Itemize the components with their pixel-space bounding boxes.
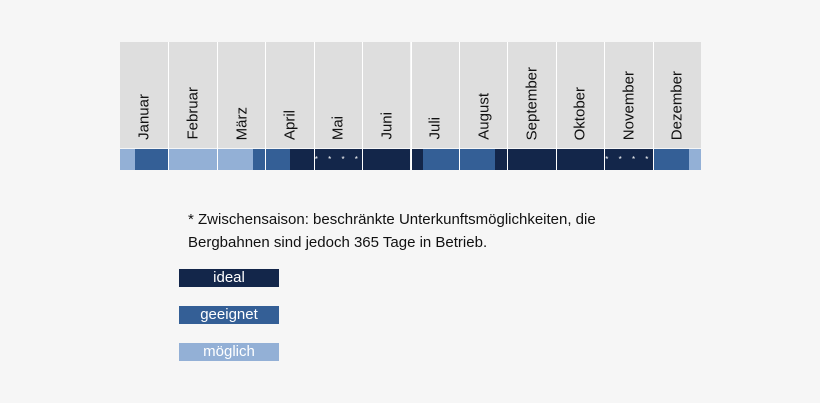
- month-label: März: [233, 106, 251, 140]
- month-label: Mai: [329, 115, 347, 140]
- month-column-12: Dezember: [652, 42, 701, 170]
- month-column-7: Juli: [410, 42, 459, 170]
- season-calendar: Januar Februar März April Mai * * * * Juni Juli…: [120, 42, 701, 170]
- month-label: Juni: [378, 112, 396, 140]
- month-label: Juli: [426, 117, 444, 140]
- season-segment-ideal: [495, 149, 508, 170]
- month-header: Januar: [120, 42, 169, 148]
- month-header: April: [266, 42, 314, 148]
- month-header: Juni: [363, 42, 411, 148]
- month-header: Februar: [169, 42, 217, 148]
- month-label: September: [523, 66, 541, 140]
- month-season-bar: [217, 149, 266, 170]
- month-column-3: März: [216, 42, 266, 170]
- month-season-bar: [556, 149, 605, 170]
- month-label: Oktober: [571, 86, 589, 140]
- month-season-bar: [653, 149, 701, 170]
- legend-item-ideal: ideal: [179, 269, 279, 287]
- season-segment-ideal: [289, 149, 314, 170]
- interseason-stars: * * * *: [314, 155, 362, 164]
- season-segment-moeglich: [217, 149, 254, 170]
- month-header: August: [459, 42, 508, 148]
- season-segment-ideal: [363, 149, 411, 170]
- month-season-bar: * * * *: [314, 149, 363, 170]
- month-season-bar: [459, 149, 508, 170]
- month-season-bar: [120, 149, 169, 170]
- legend-item-geeignet: geeignet: [179, 306, 279, 324]
- month-column-1: Januar: [120, 42, 169, 170]
- month-season-bar: * * * *: [605, 149, 653, 170]
- month-column-9: September: [507, 42, 556, 170]
- month-label: November: [620, 70, 638, 140]
- season-segment-ideal: [556, 149, 605, 170]
- footnote: * Zwischensaison: beschränkte Unterkunft…: [188, 211, 596, 251]
- season-segment-moeglich: [120, 149, 135, 170]
- season-segment-moeglich: [169, 149, 217, 170]
- month-season-bar: [169, 149, 217, 170]
- season-segment-ideal: [314, 149, 363, 170]
- season-segment-geeignet: [253, 149, 266, 170]
- season-segment-moeglich: [689, 149, 701, 170]
- month-label: Dezember: [668, 70, 686, 140]
- month-column-5: Mai * * * *: [313, 42, 363, 170]
- season-segment-geeignet: [459, 149, 496, 170]
- interseason-stars: * * * *: [605, 155, 653, 164]
- month-header: November: [605, 42, 653, 148]
- month-label: Februar: [184, 87, 202, 140]
- season-segment-geeignet: [266, 149, 290, 170]
- month-column-2: Februar: [168, 42, 217, 170]
- season-segment-ideal: [508, 149, 556, 170]
- season-segment-geeignet: [653, 149, 690, 170]
- month-header: Juli: [411, 42, 459, 148]
- month-season-bar: [363, 149, 411, 170]
- month-column-8: August: [458, 42, 508, 170]
- season-segment-geeignet: [134, 149, 169, 170]
- month-header: September: [508, 42, 556, 148]
- month-column-6: Juni: [362, 42, 411, 170]
- month-header: März: [217, 42, 266, 148]
- month-header: Mai: [314, 42, 363, 148]
- month-column-4: April: [265, 42, 314, 170]
- month-column-11: November * * * *: [604, 42, 653, 170]
- season-segment-geeignet: [423, 149, 459, 170]
- month-season-bar: [508, 149, 556, 170]
- month-season-bar: [411, 149, 459, 170]
- legend-item-moeglich: möglich: [179, 343, 279, 361]
- month-column-10: Oktober: [555, 42, 605, 170]
- month-header: Oktober: [556, 42, 605, 148]
- month-season-bar: [266, 149, 314, 170]
- season-segment-ideal: [411, 149, 424, 170]
- season-segment-ideal: [605, 149, 653, 170]
- month-header: Dezember: [653, 42, 701, 148]
- month-label: August: [475, 93, 493, 140]
- month-label: April: [281, 109, 299, 140]
- month-label: Januar: [135, 94, 153, 140]
